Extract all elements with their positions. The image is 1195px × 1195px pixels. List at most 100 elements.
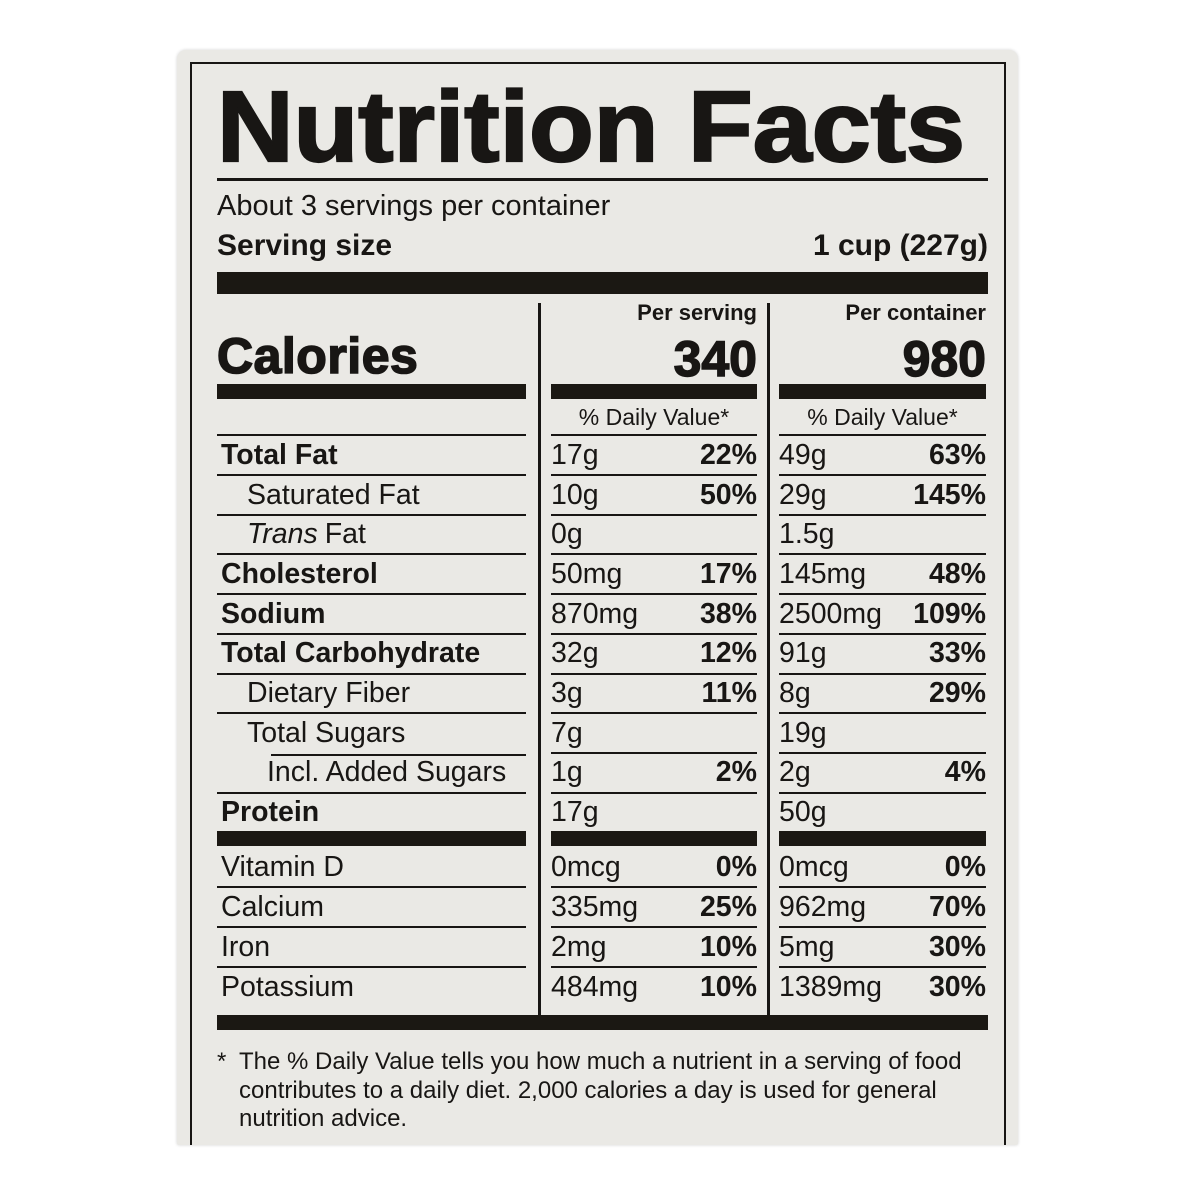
nutrient-dv: 63% [928, 438, 986, 471]
serving-size-row: Serving size 1 cup (227g) [217, 229, 988, 262]
nutrient-amount: 3g [551, 677, 583, 710]
footnote-text: The % Daily Value tells you how much a n… [239, 1048, 962, 1133]
nutrient-name: Incl. Added Sugars [267, 756, 507, 789]
serving-size-value: 1 cup (227g) [812, 229, 988, 263]
vitamin-dv: 30% [928, 931, 986, 964]
nutrient-name: Total Carbohydrate [221, 637, 481, 670]
daily-value-header-serving: % Daily Value* [578, 404, 730, 431]
vitamin-amount: 0mcg [779, 851, 849, 884]
label-frame: Nutrition Facts About 3 servings per con… [190, 62, 1006, 1145]
nutrient-dv: 29% [928, 677, 986, 710]
nutrient-dv: 109% [913, 597, 986, 630]
nutrient-amount: 0g [551, 518, 583, 551]
per-serving-column: Per serving 340 [551, 297, 758, 388]
nutrition-label-card: Nutrition Facts About 3 servings per con… [177, 50, 1018, 1145]
vitamin-dv: 0% [715, 851, 757, 884]
nutrient-amount: 8g [779, 677, 811, 710]
nutrient-amount: 145mg [779, 558, 867, 591]
per-serving-calories: 340 [673, 331, 758, 388]
nutrient-dv: 38% [699, 597, 757, 630]
nutrient-amount: 870mg [551, 597, 639, 630]
nutrient-amount: 1.5g [779, 518, 835, 551]
nutrient-row-saturated-fat: Saturated Fat 10g 50% 29g 145% [217, 474, 988, 514]
nutrient-dv: 50% [699, 478, 757, 511]
vitamin-dv: 70% [928, 891, 986, 924]
daily-value-header-row: % Daily Value* % Daily Value* [217, 399, 988, 434]
vitamin-dv: 30% [928, 971, 986, 1004]
vitamin-name: Iron [221, 931, 271, 964]
footnote: * The % Daily Value tells you how much a… [217, 1048, 988, 1134]
nutrient-amount: 91g [779, 637, 827, 670]
calories-row: Calories Per serving 340 Per container 9… [216, 297, 988, 388]
nutrient-row-cholesterol: Cholesterol 50mg 17% 145mg 48% [217, 553, 988, 593]
serving-size-label: Serving size [217, 229, 393, 263]
vitamin-name: Vitamin D [221, 851, 345, 884]
nutrient-row-total-fat: Total Fat 17g 22% 49g 63% [217, 434, 988, 474]
nutrient-name: Total Fat [221, 438, 338, 471]
nutrient-dv: 22% [699, 438, 757, 471]
nutrient-name: Fat [324, 518, 366, 551]
nutrient-row-dietary-fiber: Dietary Fiber 3g 11% 8g 29% [217, 672, 988, 713]
nutrient-row-protein: Protein 17g 50g [217, 791, 988, 832]
bottom-bar [217, 1015, 988, 1031]
column-divider-2 [767, 303, 770, 1016]
nutrient-name: Cholesterol [221, 558, 378, 591]
vitamin-amount: 962mg [779, 891, 867, 924]
nutrient-amount: 1g [551, 756, 583, 789]
per-serving-header: Per serving [637, 300, 757, 326]
vitamin-name: Calcium [221, 891, 324, 924]
vitamin-dv: 25% [699, 891, 757, 924]
nutrient-dv: 33% [928, 637, 986, 670]
nutrient-amount: 50mg [551, 558, 623, 591]
nutrient-amount: 49g [779, 438, 827, 471]
nutrient-amount: 2500mg [779, 597, 882, 630]
vitamin-row-calcium: Calcium 335mg 25% 962mg 70% [217, 886, 988, 926]
vitamin-dv: 0% [944, 851, 986, 884]
thick-bar-top [217, 272, 988, 295]
nutrient-amount: 7g [551, 716, 583, 749]
nutrient-row-total-sugars: Total Sugars 7g 19g [217, 712, 988, 752]
vitamin-amount: 2mg [551, 931, 607, 964]
nutrient-dv: 17% [699, 558, 757, 591]
label-title: Nutrition Facts [216, 71, 966, 183]
nutrient-dv: 4% [944, 756, 986, 789]
nutrient-amount: 17g [551, 796, 599, 829]
nutrient-dv: 11% [701, 677, 757, 710]
nutrient-dv: 2% [715, 756, 757, 789]
per-container-calories: 980 [902, 331, 987, 388]
title-rule [217, 178, 988, 181]
vitamin-amount: 5mg [779, 931, 835, 964]
vitamin-amount: 1389mg [779, 971, 882, 1004]
vitamin-name: Potassium [221, 971, 355, 1004]
per-container-header: Per container [845, 300, 986, 326]
footnote-marker: * [217, 1048, 227, 1076]
nutrient-name-italic: Trans [247, 518, 318, 551]
nutrient-amount: 32g [551, 637, 599, 670]
vitamin-dv: 10% [699, 971, 757, 1004]
nutrient-amount: 2g [779, 756, 811, 789]
nutrient-amount: 50g [779, 796, 827, 829]
nutrient-name: Protein [221, 796, 320, 829]
nutrient-table: Calories Per serving 340 Per container 9… [216, 297, 988, 1016]
column-divider-1 [538, 303, 541, 1016]
nutrient-dv: 12% [699, 637, 757, 670]
vitamin-amount: 0mcg [551, 851, 621, 884]
nutrient-name: Total Sugars [247, 716, 406, 749]
calories-section-bar [217, 384, 988, 400]
vitamin-amount: 335mg [551, 891, 639, 924]
nutrient-amount: 29g [779, 478, 827, 511]
nutrient-name: Dietary Fiber [247, 677, 411, 710]
vitamin-amount: 484mg [551, 971, 639, 1004]
nutrient-name: Saturated Fat [247, 478, 420, 511]
nutrient-amount: 10g [551, 478, 599, 511]
vitamin-row-potassium: Potassium 484mg 10% 1389mg 30% [217, 966, 988, 1006]
nutrient-amount: 19g [779, 716, 827, 749]
nutrient-row-sodium: Sodium 870mg 38% 2500mg 109% [217, 593, 988, 633]
nutrient-row-total-carbohydrate: Total Carbohydrate 32g 12% 91g 33% [217, 632, 988, 673]
nutrient-dv: 48% [928, 558, 986, 591]
nutrient-amount: 17g [551, 438, 599, 471]
vitamin-row-vitamin-d: Vitamin D 0mcg 0% 0mcg 0% [217, 846, 988, 886]
vitamin-row-iron: Iron 2mg 10% 5mg 30% [217, 926, 988, 966]
nutrient-dv: 145% [913, 478, 986, 511]
vitamin-dv: 10% [699, 931, 757, 964]
